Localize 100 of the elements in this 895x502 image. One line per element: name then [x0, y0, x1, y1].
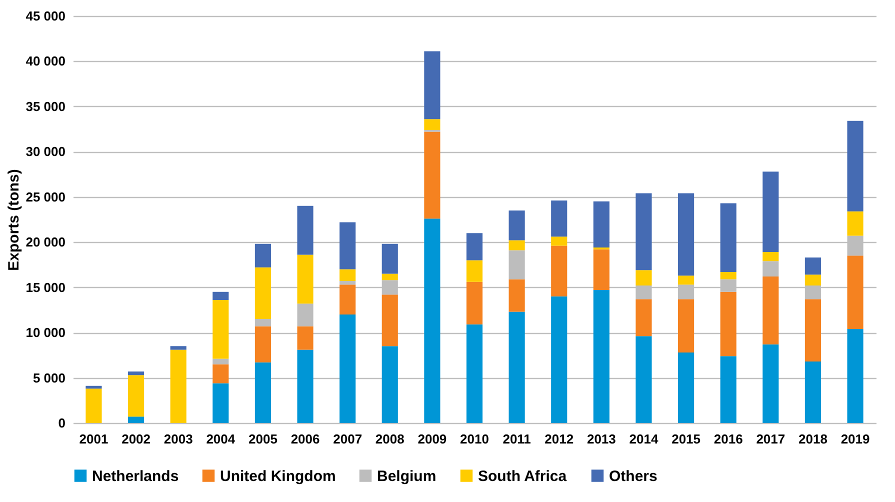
y-tick-label: 10 000 [26, 325, 66, 340]
bar [678, 299, 694, 352]
bar [762, 172, 779, 252]
x-tick-label: 2019 [840, 432, 870, 446]
y-tick-label: 30 000 [26, 144, 66, 160]
legend-label: United Kingdom [220, 468, 336, 485]
bar [678, 352, 694, 423]
bar [720, 203, 736, 272]
bar [382, 294, 398, 346]
x-tick-label: 2006 [290, 432, 320, 446]
x-tick-label: 2012 [544, 432, 574, 446]
bar [762, 261, 779, 276]
bar [847, 211, 864, 236]
bar [340, 269, 356, 281]
bar [466, 233, 483, 260]
bar [508, 240, 525, 250]
bar [804, 362, 821, 423]
y-tick-label: 35 000 [26, 98, 66, 114]
bar [508, 312, 525, 423]
bar [128, 416, 144, 423]
x-tick-label: 2003 [164, 432, 193, 446]
bar [212, 292, 229, 300]
bar [720, 292, 736, 356]
bar [424, 132, 440, 219]
bar [340, 284, 356, 314]
bar [212, 364, 229, 384]
bar [636, 270, 652, 286]
bar [762, 344, 779, 423]
legend-label: Others [609, 468, 658, 485]
bar [424, 218, 440, 423]
bar [212, 383, 229, 423]
bar [508, 250, 525, 280]
bar [720, 272, 736, 280]
legend-label: Belgium [377, 468, 436, 485]
x-tick-label: 2005 [248, 432, 278, 446]
bar [297, 326, 314, 350]
bar [847, 328, 864, 423]
bar [340, 222, 356, 270]
x-tick-label: 2015 [672, 432, 700, 446]
bar [424, 51, 440, 120]
bar [678, 276, 694, 285]
x-tick-label: 2017 [756, 432, 786, 446]
bar [297, 350, 314, 423]
x-tick-label: 2002 [122, 432, 150, 446]
y-tick-label: 20 000 [26, 234, 66, 250]
bar [551, 236, 568, 246]
x-tick-label: 2009 [418, 432, 447, 446]
x-tick-label: 2016 [714, 432, 743, 446]
bar [804, 257, 821, 275]
x-tick-label: 2010 [460, 432, 489, 446]
bar [466, 324, 483, 423]
bar [847, 256, 864, 329]
bar [297, 304, 314, 326]
bar [382, 346, 398, 423]
bar [128, 371, 144, 376]
y-tick-label: 45 000 [26, 8, 66, 24]
bar [636, 193, 652, 270]
bar [382, 274, 398, 280]
bar [340, 281, 356, 285]
y-tick-label: 0 [58, 416, 66, 430]
x-tick-label: 2018 [798, 432, 828, 446]
bar [636, 299, 652, 336]
bar [636, 336, 652, 423]
bar [762, 252, 779, 262]
bar [254, 362, 271, 423]
bar [593, 290, 610, 423]
bar [551, 200, 568, 237]
bar [720, 356, 736, 423]
bar [86, 386, 102, 389]
x-tick-label: 2004 [206, 432, 236, 446]
bar [804, 274, 821, 286]
x-tick-label: 2014 [629, 432, 659, 446]
x-tick-label: 2011 [502, 432, 531, 446]
bar [762, 276, 779, 344]
bar [466, 282, 483, 324]
bar [551, 246, 568, 296]
bar [466, 260, 483, 282]
bar [86, 388, 102, 423]
bar [297, 206, 314, 255]
y-axis-title: Exports (tons) [6, 169, 23, 271]
bar [508, 279, 525, 312]
bar [212, 300, 229, 359]
bar [254, 267, 271, 319]
bar [593, 249, 610, 290]
bar [170, 346, 186, 350]
bar [340, 314, 356, 423]
bar [678, 193, 694, 276]
bar [847, 120, 864, 212]
bar [254, 318, 271, 326]
bar [254, 244, 271, 268]
bar [170, 350, 186, 423]
x-tick-label: 2013 [586, 432, 616, 446]
x-tick-label: 2001 [79, 432, 108, 446]
bar [128, 375, 144, 417]
bar [424, 119, 440, 130]
y-tick-label: 5 000 [32, 370, 66, 386]
bar [551, 296, 568, 423]
bar [508, 210, 525, 240]
legend-label: South Africa [478, 468, 568, 485]
y-tick-label: 25 000 [26, 189, 66, 204]
